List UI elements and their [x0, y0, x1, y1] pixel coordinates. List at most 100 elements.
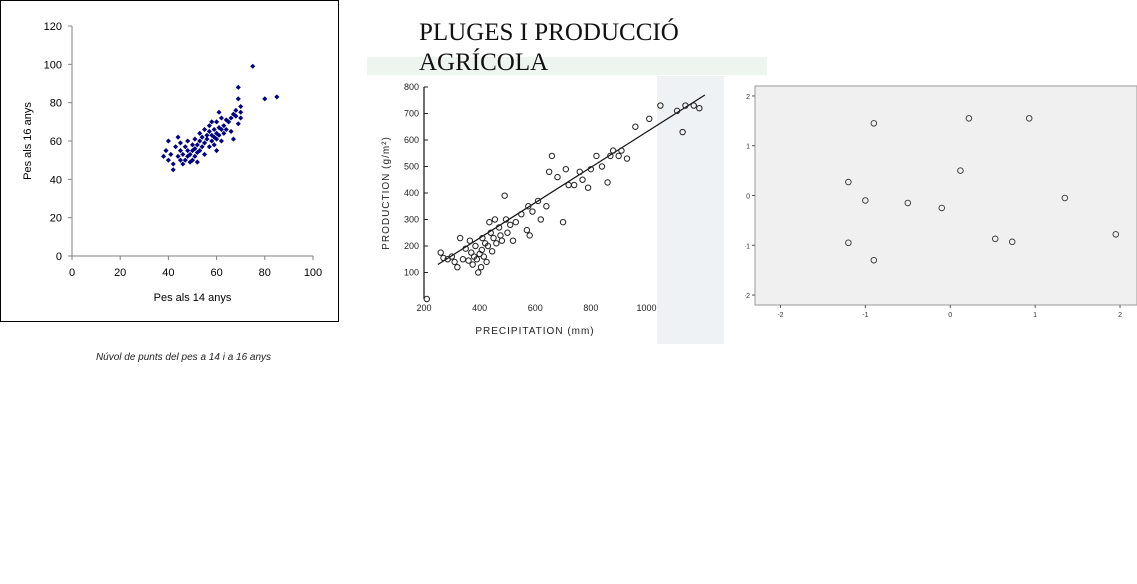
data-point	[175, 134, 181, 140]
data-point	[870, 120, 878, 127]
chart-residual-scatter: 2 1 0 -1 -2 -2 -1 0 1 2	[745, 85, 1137, 319]
data-point	[177, 148, 183, 154]
data-point	[632, 123, 639, 130]
y-tick-label: -2	[745, 293, 750, 300]
data-point	[168, 151, 174, 157]
data-point	[448, 253, 456, 260]
data-point	[211, 126, 217, 133]
data-point	[206, 144, 212, 150]
x-tick-label: 0	[69, 267, 75, 279]
data-point	[216, 132, 222, 138]
data-point	[465, 257, 472, 264]
data-point	[165, 138, 171, 144]
data-point	[182, 144, 188, 150]
page-title-line2: AGRÍCOLA	[419, 49, 549, 76]
data-point	[194, 142, 200, 148]
data-point	[609, 147, 617, 154]
data-point	[199, 134, 205, 140]
y-tick-label: -1	[745, 243, 750, 250]
data-point	[501, 192, 508, 199]
data-point	[845, 239, 852, 247]
trend-line	[437, 94, 706, 266]
y-tick-label: 0	[746, 194, 750, 201]
y-tick-label: 0	[56, 251, 62, 263]
data-point	[187, 151, 193, 157]
data-point	[223, 126, 229, 133]
data-point	[495, 224, 503, 231]
data-point	[202, 140, 208, 146]
data-point	[579, 176, 586, 183]
data-point	[480, 253, 487, 260]
data-point	[192, 153, 198, 159]
x-tick-label: -2	[777, 312, 783, 319]
data-point	[440, 254, 447, 262]
data-point	[523, 226, 531, 234]
data-point	[197, 148, 203, 154]
data-point	[211, 142, 217, 148]
data-point	[173, 144, 179, 150]
data-point	[192, 136, 198, 142]
data-point	[507, 221, 514, 229]
data-point	[584, 184, 592, 191]
data-point	[488, 248, 496, 255]
data-point	[235, 96, 241, 102]
data-point	[502, 216, 510, 223]
x-tick-label: 20	[114, 267, 126, 279]
data-point	[938, 204, 946, 212]
data-point	[185, 148, 191, 154]
data-point	[221, 123, 227, 129]
x-tick-label: 60	[210, 267, 222, 279]
data-point	[228, 128, 234, 134]
data-point	[1008, 238, 1016, 246]
data-point	[163, 148, 169, 154]
data-point	[466, 237, 474, 244]
data-point	[180, 161, 186, 167]
data-point	[504, 229, 511, 236]
data-point	[472, 242, 479, 250]
data-point	[478, 246, 486, 254]
data-point	[493, 240, 500, 247]
data-point	[238, 115, 244, 121]
data-point	[490, 234, 497, 242]
data-point	[498, 237, 506, 244]
x-tick-label: 80	[259, 267, 271, 279]
y-tick-label: 2	[746, 94, 750, 101]
data-point	[192, 146, 198, 152]
data-point	[218, 138, 224, 144]
data-point	[484, 242, 492, 250]
data-point	[216, 109, 222, 115]
data-point	[696, 105, 703, 112]
plot-area	[754, 85, 1137, 306]
chart-precipitation-scatter: 100 200 300 400 500 600 700 800 200 400 600 800 1000…	[381, 76, 724, 344]
data-point	[194, 159, 200, 165]
y-tick-label: 20	[50, 213, 62, 225]
data-point	[202, 126, 208, 133]
data-point	[491, 216, 499, 223]
data-point	[1061, 194, 1069, 202]
data-point	[214, 148, 220, 154]
y-tick-label: 100	[44, 59, 62, 71]
data-point	[459, 256, 467, 263]
data-point	[161, 153, 167, 159]
data-point	[204, 136, 210, 142]
y-tick-label: 120	[44, 21, 62, 33]
x-tick-label: 40	[162, 267, 174, 279]
page-title: PLUGES I PRODUCCIÓ AGRÍCOLA	[419, 18, 679, 78]
x-axis-label: Pes als 14 anys	[154, 292, 232, 304]
x-tick-label: 400	[472, 303, 487, 313]
y-axis-label: Pes als 16 anys	[22, 102, 34, 180]
data-point	[235, 121, 241, 127]
data-point	[534, 197, 542, 205]
data-point	[177, 140, 183, 146]
data-point	[509, 237, 517, 244]
x-tick-label: 2	[1118, 312, 1122, 319]
data-point	[218, 126, 224, 133]
y-tick-label: 60	[50, 136, 62, 148]
x-tick-label: 600	[528, 303, 543, 313]
data-point	[228, 115, 234, 121]
data-point	[479, 234, 486, 242]
data-point	[214, 136, 220, 142]
data-point	[673, 107, 681, 115]
data-point	[235, 84, 241, 90]
data-point	[690, 102, 697, 109]
